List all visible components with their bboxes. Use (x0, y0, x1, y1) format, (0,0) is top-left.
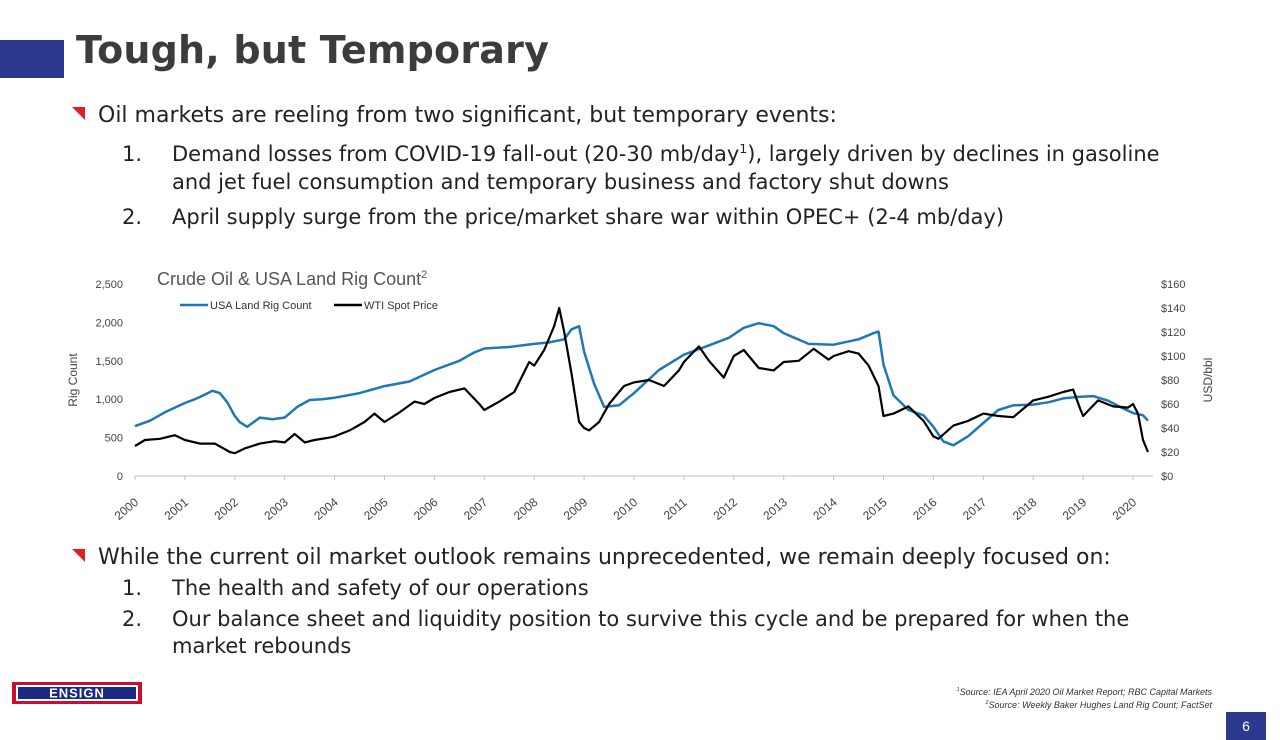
x-tick-label: 2011 (661, 495, 690, 523)
y-tick-label: 1,500 (95, 356, 123, 368)
bullet-triangle-icon (72, 107, 85, 120)
x-tick-label: 2007 (461, 495, 491, 523)
x-tick-label: 2006 (411, 495, 441, 523)
y2-tick-label: $0 (1161, 471, 1173, 483)
crude-oil-rig-count-chart: 0 500 1,000 1,500 2,000 2,500 $0 $20 $40 $60 $80 $1… (66, 269, 1215, 523)
list-text: April supply surge from the price/market… (172, 205, 1005, 229)
x-tick-label: 2019 (1060, 495, 1090, 523)
list-text: market rebounds (172, 634, 352, 658)
sources: 1Source: IEA April 2020 Oil Market Repor… (957, 686, 1212, 712)
x-tick-label: 2012 (711, 495, 741, 523)
ensign-logo: ENSIGN (12, 682, 142, 704)
x-tick-label: 2001 (162, 495, 192, 523)
y2-tick-label: $100 (1161, 351, 1185, 363)
legend-entry: WTI Spot Price (364, 300, 438, 312)
list-text: Our balance sheet and liquidity position… (172, 607, 1130, 631)
y-tick-label: 2,500 (95, 279, 123, 291)
y2-tick-label: $20 (1161, 447, 1179, 459)
x-tick-label: 2020 (1110, 495, 1140, 523)
bullet-triangle-icon (72, 549, 85, 562)
chart-title-sup: 2 (421, 269, 427, 281)
y2-tick-label: $160 (1161, 279, 1185, 291)
list-text: and jet fuel consumption and temporary b… (172, 170, 949, 194)
x-tick-label: 2014 (810, 495, 840, 523)
x-tick-label: 2016 (910, 495, 940, 523)
list-number: 1. (122, 576, 143, 600)
chart-title: Crude Oil & USA Land Rig Count2 (157, 269, 427, 289)
y2-tick-label: $60 (1161, 399, 1179, 411)
y2-tick-label: $120 (1161, 327, 1185, 339)
y-tick-label: 0 (117, 471, 123, 483)
svg-text:ENSIGN: ENSIGN (49, 686, 105, 701)
source-line: 2Source: Weekly Baker Hughes Land Rig Co… (985, 700, 1212, 710)
list-number: 1. (122, 142, 143, 166)
y2-tick-label: $140 (1161, 303, 1185, 315)
y-tick-label: 2,000 (95, 317, 123, 329)
series-line-wti-price (134, 306, 1150, 455)
y-tick-label: 1,000 (95, 394, 123, 406)
x-tick-label: 2013 (760, 495, 790, 523)
list-number: 2. (122, 607, 143, 631)
title-accent-bar (0, 40, 64, 78)
x-tick-label: 2004 (311, 495, 341, 523)
x-tick-label: 2015 (860, 495, 890, 523)
x-tick-label: 2010 (611, 495, 641, 523)
list-text: Demand losses from COVID-19 fall-out (20… (172, 141, 1160, 166)
x-tick-label: 2005 (361, 495, 391, 523)
x-tick-label: 2017 (960, 495, 990, 523)
source-line: 1Source: IEA April 2020 Oil Market Repor… (956, 687, 1212, 697)
y2-tick-label: $80 (1161, 375, 1179, 387)
list-text: The health and safety of our operations (172, 576, 589, 600)
legend-entry: USA Land Rig Count (210, 300, 312, 312)
x-tick-label: 2009 (561, 495, 591, 523)
y-axis-label: Rig Count (66, 353, 80, 407)
x-tick-label: 2018 (1010, 495, 1040, 523)
x-tick-label: 2008 (511, 495, 541, 523)
y2-axis-label: USD/bbl (1201, 358, 1215, 403)
series-line-rig-count (134, 321, 1149, 447)
bullet-text: Oil markets are reeling from two signifi… (98, 103, 837, 128)
page-number: 6 (1226, 712, 1266, 740)
y2-tick-label: $40 (1161, 423, 1179, 435)
bullet-text: While the current oil market outlook rem… (98, 545, 1111, 570)
list-number: 2. (122, 205, 143, 229)
x-tick-label: 2000 (112, 495, 142, 523)
page-title: Tough, but Temporary (76, 28, 550, 72)
x-tick-label: 2002 (212, 495, 242, 523)
x-tick-label: 2003 (261, 495, 291, 523)
y-tick-label: 500 (105, 433, 123, 445)
